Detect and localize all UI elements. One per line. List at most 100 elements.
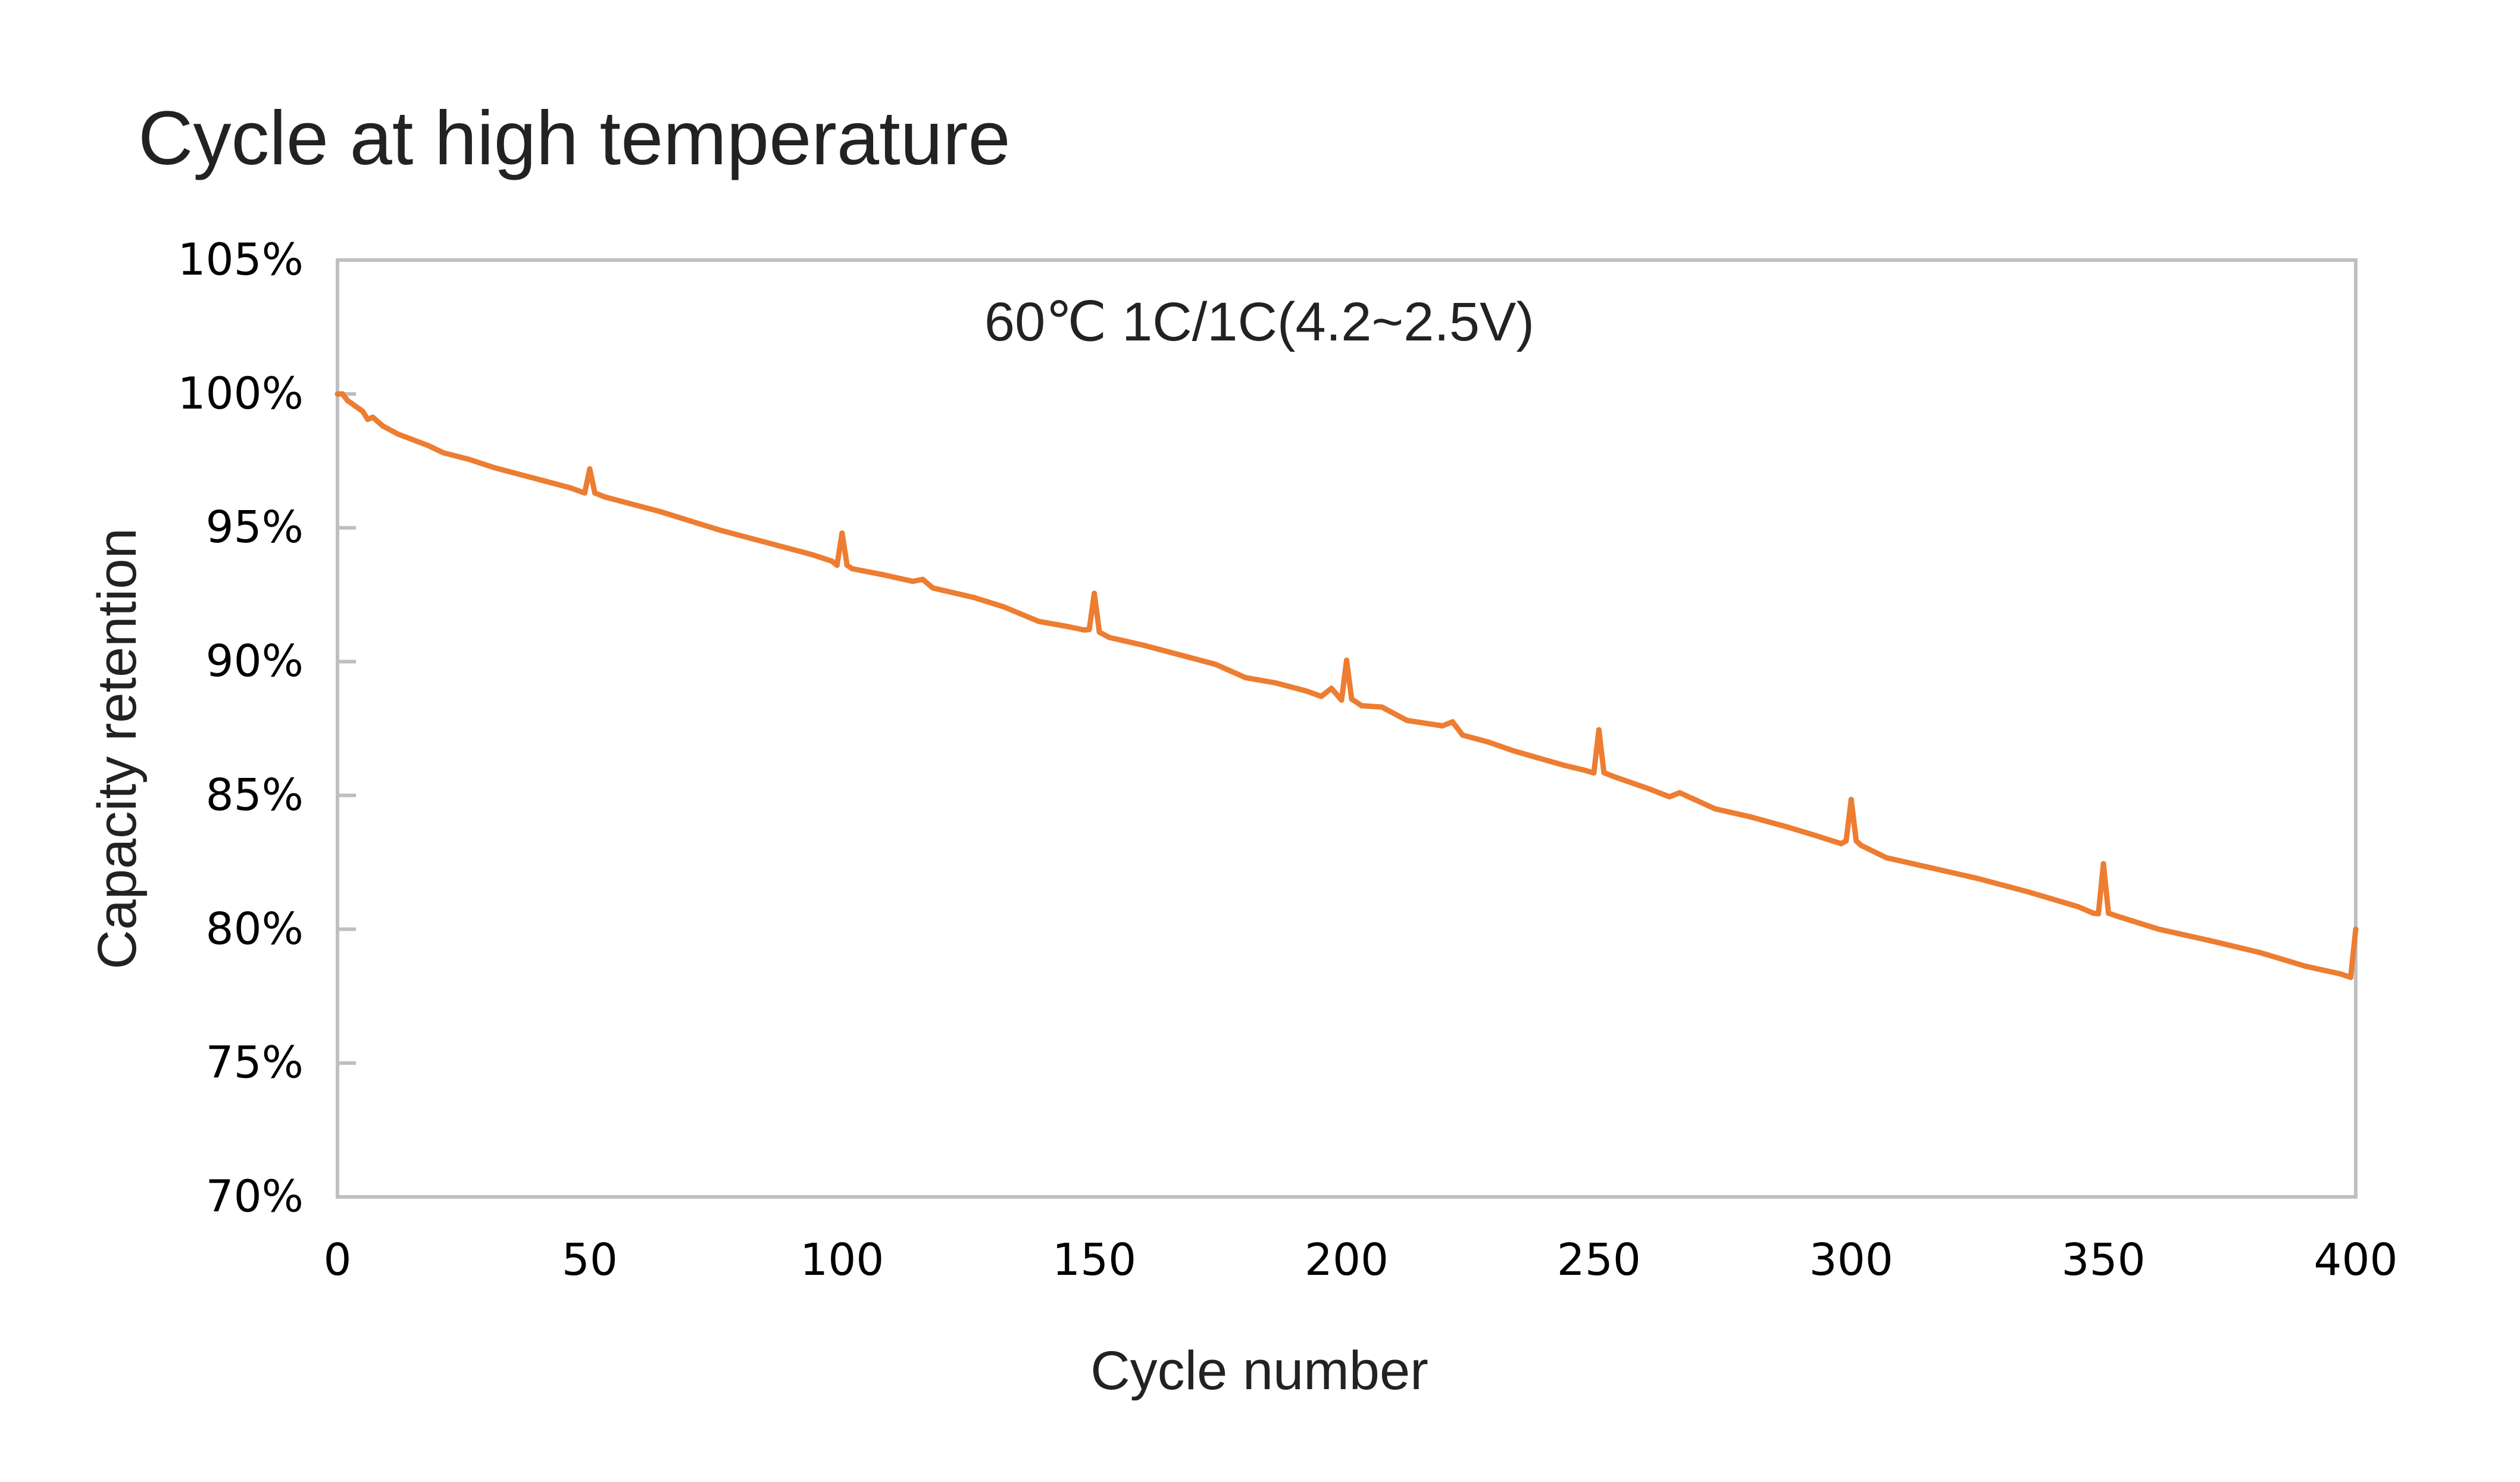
series-points <box>334 391 2359 980</box>
data-point <box>718 527 724 533</box>
data-point <box>1667 794 1672 800</box>
data-point <box>1106 634 1112 640</box>
x-axis-label: Cycle number <box>1090 1340 1428 1401</box>
data-point <box>2353 926 2359 932</box>
data-point <box>2116 914 2122 920</box>
data-point <box>1142 643 1148 649</box>
data-point <box>844 562 850 568</box>
data-point <box>930 585 936 591</box>
data-point <box>1843 838 1849 844</box>
data-point <box>440 450 446 456</box>
y-tick-label: 105% <box>177 235 304 286</box>
data-point <box>1561 762 1567 768</box>
x-tick-label: 50 <box>562 1234 618 1286</box>
data-point <box>1182 654 1188 659</box>
data-point <box>334 391 340 397</box>
data-point <box>1536 755 1542 761</box>
data-point <box>1974 876 1980 881</box>
y-tick-label: 80% <box>206 903 304 955</box>
data-point <box>1646 786 1652 792</box>
data-point <box>380 423 386 429</box>
data-point <box>829 558 835 564</box>
y-tick-label: 90% <box>206 636 304 687</box>
data-point <box>2025 889 2031 895</box>
data-point <box>1838 840 1844 846</box>
data-point <box>1450 719 1456 725</box>
data-point <box>1884 855 1890 861</box>
x-tick-label: 150 <box>1052 1234 1136 1286</box>
data-point <box>687 518 693 524</box>
chart-annotation: 60℃ 1C/1C(4.2~2.5V) <box>984 292 1534 352</box>
data-point <box>587 466 593 472</box>
x-tick-label: 100 <box>800 1234 884 1286</box>
x-axis-tick-labels: 0 50 100 150 200 250 300 350 400 <box>323 1234 2397 1286</box>
x-tick-label: 0 <box>323 1234 351 1286</box>
data-point <box>2302 963 2308 969</box>
data-point <box>1036 618 1042 624</box>
data-point <box>1581 767 1587 773</box>
data-point <box>1712 806 1718 812</box>
x-tick-label: 200 <box>1305 1234 1389 1286</box>
data-point <box>2106 910 2112 916</box>
data-point <box>1601 770 1607 776</box>
data-point <box>359 408 365 414</box>
data-point <box>1349 696 1355 702</box>
data-point <box>627 501 633 506</box>
data-point <box>849 566 855 572</box>
data-point <box>1339 697 1345 703</box>
data-point <box>2338 971 2344 977</box>
data-point <box>542 478 548 484</box>
data-point <box>1510 748 1516 753</box>
data-point <box>2100 861 2106 867</box>
plot-border <box>336 258 2358 1199</box>
series-line-capacity-retention <box>334 391 2359 980</box>
data-point <box>909 579 915 584</box>
data-point <box>658 509 664 515</box>
data-point <box>1328 686 1334 692</box>
data-point <box>345 398 351 404</box>
data-point <box>1344 657 1349 663</box>
data-point <box>1853 838 1859 844</box>
data-point <box>778 543 784 549</box>
data-point <box>809 552 815 558</box>
data-point <box>1092 590 1098 596</box>
y-tick-label: 100% <box>177 368 304 419</box>
y-axis-ticks <box>337 392 356 1065</box>
data-point <box>920 577 926 583</box>
data-point <box>1596 727 1602 733</box>
data-point <box>1747 814 1753 820</box>
data-point <box>491 465 497 471</box>
data-point <box>834 562 840 568</box>
data-point <box>592 490 598 496</box>
data-point <box>2206 937 2212 943</box>
data-point <box>1081 627 1087 633</box>
data-point <box>1001 604 1006 609</box>
data-point <box>1379 704 1385 710</box>
data-point <box>1677 790 1683 796</box>
data-point <box>426 443 432 449</box>
data-point <box>1212 661 1218 667</box>
y-axis-tick-labels: 70% 75% 80% 85% 90% 95% 100% 105% <box>177 235 304 1223</box>
data-point <box>2257 949 2263 955</box>
y-tick-label: 75% <box>206 1037 304 1089</box>
data-point <box>1459 732 1465 738</box>
data-point <box>2156 926 2162 932</box>
data-point <box>2096 911 2102 917</box>
x-tick-label: 350 <box>2062 1234 2146 1286</box>
data-point <box>516 471 522 477</box>
y-tick-label: 85% <box>206 770 304 821</box>
data-point <box>1096 629 1102 635</box>
y-axis-label: Capacity retention <box>87 528 148 970</box>
data-point <box>2348 974 2354 980</box>
x-tick-label: 300 <box>1809 1234 1893 1286</box>
data-point <box>1848 796 1854 802</box>
data-point <box>970 595 976 601</box>
data-point <box>365 417 371 423</box>
data-point <box>2075 904 2081 910</box>
data-point <box>880 571 886 577</box>
data-point <box>1783 824 1789 830</box>
data-point <box>1359 703 1365 709</box>
x-tick-label: 250 <box>1557 1234 1641 1286</box>
data-point <box>1924 864 1930 870</box>
